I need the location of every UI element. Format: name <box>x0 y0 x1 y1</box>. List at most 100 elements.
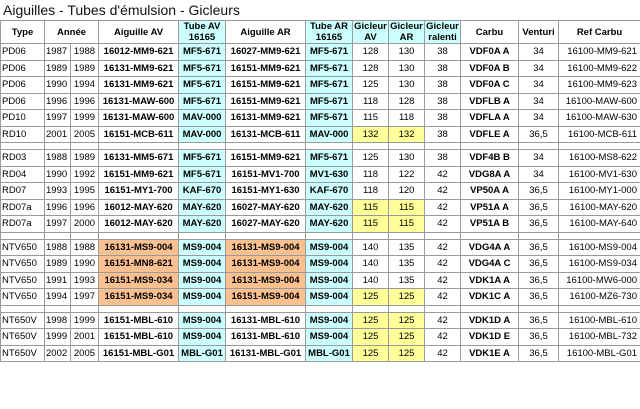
cell: 16151-MS9-004 <box>225 288 307 306</box>
cell: 2000 <box>69 215 100 233</box>
cell: 34 <box>518 43 560 61</box>
cell: PD06 <box>0 59 45 77</box>
cell: VDFLB A <box>460 92 520 110</box>
cell: 36,5 <box>518 215 560 233</box>
cell: 16131-MAW-600 <box>98 92 180 110</box>
empty-cell <box>44 142 71 150</box>
empty-cell <box>0 304 45 313</box>
cell: MF5-671 <box>178 165 227 183</box>
cell: 16012-MM9-621 <box>98 43 180 61</box>
cell: 2005 <box>69 344 100 362</box>
cell: NT650V <box>0 328 45 346</box>
empty-cell <box>424 142 462 150</box>
cell: 1996 <box>44 92 71 110</box>
cell: 36,5 <box>518 271 560 289</box>
cell: 132 <box>352 125 390 143</box>
cell: 128 <box>388 92 426 110</box>
cell: 16027-MAY-620 <box>225 198 307 216</box>
header-text: ralenti <box>428 32 457 43</box>
cell: 1997 <box>44 109 71 127</box>
cell: 1996 <box>69 92 100 110</box>
header-text: Gicleur <box>354 21 387 33</box>
cell: MS9-004 <box>305 271 354 289</box>
cell: RD07 <box>0 182 45 200</box>
cell: VP50A A <box>460 182 520 200</box>
cell: 1988 <box>44 238 71 256</box>
cell: MS9-004 <box>305 238 354 256</box>
cell: 1990 <box>44 76 71 94</box>
header-text: Tube AR <box>310 21 349 33</box>
spacer-row <box>0 231 640 240</box>
cell: VDK1E A <box>460 344 520 362</box>
cell: 42 <box>424 215 462 233</box>
cell: 16131-MS9-004 <box>98 238 180 256</box>
cell: PD10 <box>0 109 45 127</box>
cell: MV1-630 <box>305 165 354 183</box>
data-row: RD07a 1996 1996 16012-MAY-620 MAY-620 16027-M… <box>0 198 640 216</box>
cell: 130 <box>388 149 426 167</box>
empty-cell <box>558 231 640 240</box>
cell: MS9-004 <box>178 311 227 329</box>
cell: MF5-671 <box>305 43 354 61</box>
data-row: NTV650 1988 1988 16131-MS9-004 MS9-004 16131-… <box>0 238 640 256</box>
cell: NTV650 <box>0 271 45 289</box>
cell: MAY-620 <box>178 215 227 233</box>
cell: 42 <box>424 344 462 362</box>
cell: 38 <box>424 92 462 110</box>
cell: 128 <box>352 59 390 77</box>
cell: 1999 <box>44 328 71 346</box>
empty-cell <box>98 231 180 240</box>
cell: MF5-671 <box>305 59 354 77</box>
cell: MF5-671 <box>178 149 227 167</box>
cell: 115 <box>352 109 390 127</box>
cell: RD07a <box>0 215 45 233</box>
cell: VDG4A C <box>460 255 520 273</box>
cell: 16151-MS9-034 <box>98 288 180 306</box>
cell: 42 <box>424 311 462 329</box>
cell: MS9-004 <box>305 288 354 306</box>
cell: 1990 <box>44 165 71 183</box>
cell: MS9-004 <box>305 311 354 329</box>
cell: PD06 <box>0 92 45 110</box>
header-cell: Type <box>0 20 45 44</box>
empty-cell <box>388 304 426 313</box>
header-cell: Tube AV 16165 <box>178 20 227 44</box>
cell: MS9-004 <box>178 288 227 306</box>
cell: 1989 <box>44 255 71 273</box>
header-text: 16165 <box>188 32 216 43</box>
cell: 16027-MM9-621 <box>225 43 307 61</box>
cell: 34 <box>518 109 560 127</box>
empty-cell <box>69 231 100 240</box>
cell: PD06 <box>0 43 45 61</box>
cell: 34 <box>518 165 560 183</box>
cell: VDK1A A <box>460 271 520 289</box>
cell: 16100-MM9-621 <box>558 43 640 61</box>
header-text: AV <box>364 32 377 43</box>
data-row: PD06 1990 1994 16131-MM9-621 MF5-671 16151-MM… <box>0 76 640 94</box>
header-cell: Gicleur AR <box>388 20 426 44</box>
data-row: PD06 1987 1988 16012-MM9-621 MF5-671 16027-MM… <box>0 43 640 61</box>
cell: 38 <box>424 125 462 143</box>
cell: MF5-671 <box>178 43 227 61</box>
cell: 16151-MM9-621 <box>98 165 180 183</box>
cell: 36,5 <box>518 288 560 306</box>
empty-cell <box>69 304 100 313</box>
sheet-title: Aiguilles - Tubes d'émulsion - Gicleurs <box>3 2 240 18</box>
cell: VP51A B <box>460 215 520 233</box>
cell: 36,5 <box>518 255 560 273</box>
cell: 16012-MAY-620 <box>98 198 180 216</box>
empty-cell <box>558 142 640 150</box>
cell: 125 <box>352 149 390 167</box>
cell: 1999 <box>69 109 100 127</box>
cell: 16131-MBL-610 <box>225 311 307 329</box>
carb-table: Type Année Aiguille AV Tube AV 16165 Aiguille… <box>0 20 640 362</box>
cell: 16100-MM9-622 <box>558 59 640 77</box>
header-text: Venturi <box>522 26 555 38</box>
cell: MF5-671 <box>305 149 354 167</box>
header-text: Aiguille AV <box>113 26 164 38</box>
data-row: PD06 1989 1989 16131-MM9-621 MF5-671 16151-MM… <box>0 59 640 77</box>
cell: 1989 <box>44 59 71 77</box>
header-cell: Gicleur ralenti <box>424 20 462 44</box>
empty-cell <box>460 304 520 313</box>
cell: NTV650 <box>0 288 45 306</box>
